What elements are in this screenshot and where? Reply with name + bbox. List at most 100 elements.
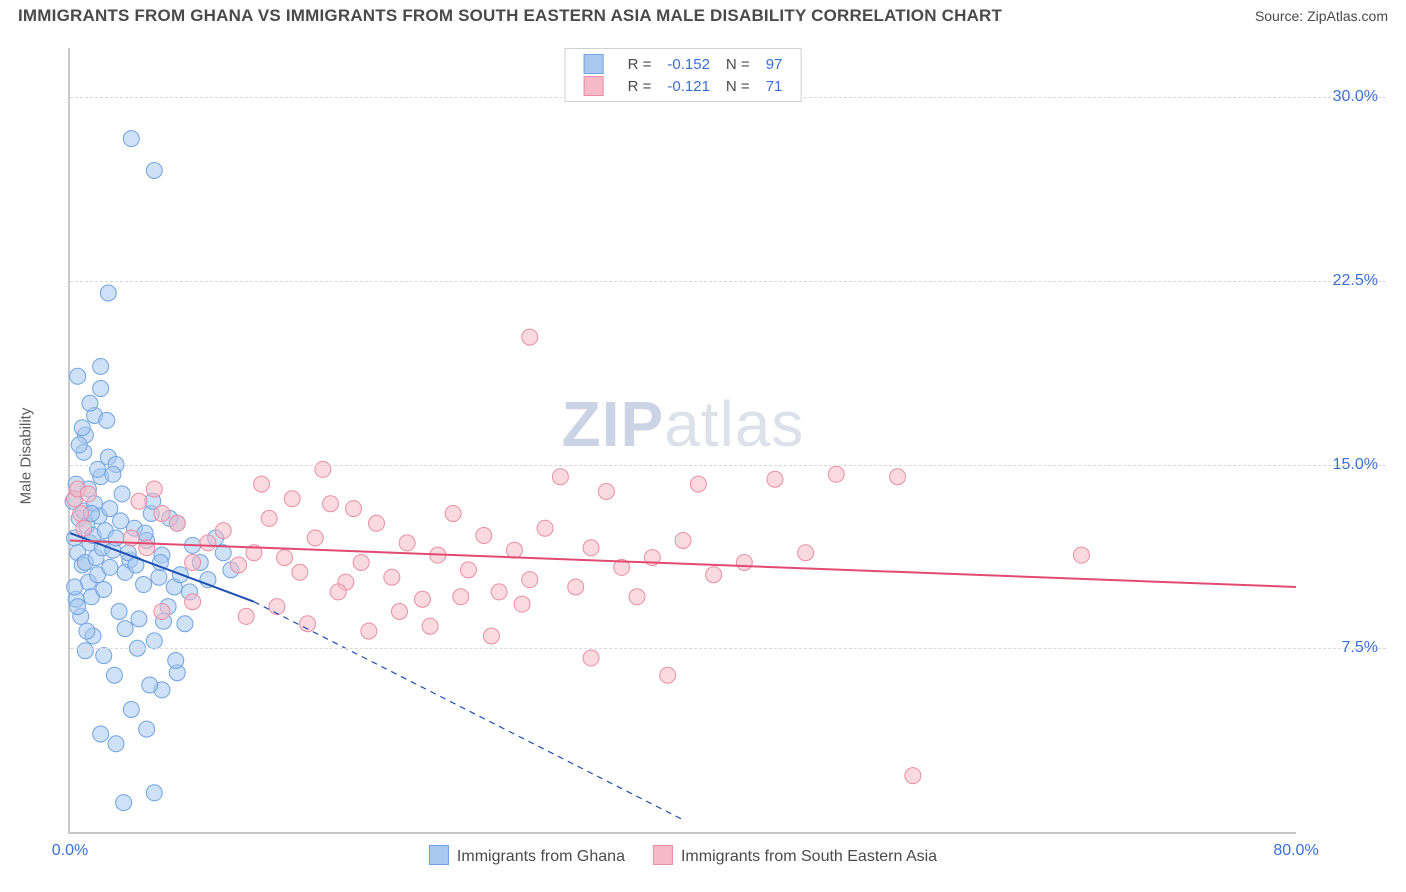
scatter-point-ghana[interactable]: [113, 513, 129, 529]
scatter-point-ghana[interactable]: [96, 648, 112, 664]
scatter-point-ghana[interactable]: [146, 785, 162, 801]
scatter-point-sea[interactable]: [522, 329, 538, 345]
scatter-point-sea[interactable]: [583, 540, 599, 556]
scatter-point-ghana[interactable]: [123, 702, 139, 718]
scatter-point-ghana[interactable]: [117, 621, 133, 637]
scatter-point-sea[interactable]: [1073, 547, 1089, 563]
scatter-point-sea[interactable]: [537, 520, 553, 536]
scatter-point-ghana[interactable]: [70, 368, 86, 384]
scatter-point-ghana[interactable]: [93, 381, 109, 397]
scatter-point-sea[interactable]: [238, 608, 254, 624]
scatter-point-sea[interactable]: [399, 535, 415, 551]
scatter-point-sea[interactable]: [598, 483, 614, 499]
scatter-point-sea[interactable]: [346, 501, 362, 517]
scatter-point-sea[interactable]: [261, 510, 277, 526]
scatter-point-sea[interactable]: [391, 604, 407, 620]
scatter-point-sea[interactable]: [200, 535, 216, 551]
legend-item-sea[interactable]: Immigrants from South Eastern Asia: [653, 845, 937, 866]
scatter-point-sea[interactable]: [453, 589, 469, 605]
scatter-point-sea[interactable]: [890, 469, 906, 485]
scatter-point-sea[interactable]: [460, 562, 476, 578]
scatter-point-sea[interactable]: [185, 594, 201, 610]
scatter-point-ghana[interactable]: [105, 466, 121, 482]
scatter-point-sea[interactable]: [307, 530, 323, 546]
scatter-point-ghana[interactable]: [71, 437, 87, 453]
scatter-point-sea[interactable]: [384, 569, 400, 585]
scatter-point-ghana[interactable]: [82, 395, 98, 411]
scatter-point-ghana[interactable]: [100, 285, 116, 301]
scatter-point-sea[interactable]: [736, 555, 752, 571]
scatter-point-sea[interactable]: [169, 515, 185, 531]
scatter-point-sea[interactable]: [552, 469, 568, 485]
scatter-point-ghana[interactable]: [177, 616, 193, 632]
scatter-point-sea[interactable]: [269, 599, 285, 615]
scatter-point-ghana[interactable]: [139, 721, 155, 737]
scatter-point-sea[interactable]: [323, 496, 339, 512]
scatter-point-ghana[interactable]: [116, 795, 132, 811]
scatter-point-sea[interactable]: [583, 650, 599, 666]
scatter-point-sea[interactable]: [422, 618, 438, 634]
scatter-point-sea[interactable]: [629, 589, 645, 605]
scatter-point-ghana[interactable]: [146, 633, 162, 649]
scatter-point-ghana[interactable]: [93, 359, 109, 375]
scatter-point-sea[interactable]: [231, 557, 247, 573]
scatter-point-ghana[interactable]: [106, 667, 122, 683]
scatter-point-ghana[interactable]: [93, 726, 109, 742]
scatter-point-ghana[interactable]: [108, 736, 124, 752]
scatter-point-sea[interactable]: [154, 506, 170, 522]
scatter-point-sea[interactable]: [277, 550, 293, 566]
scatter-point-sea[interactable]: [330, 584, 346, 600]
scatter-point-sea[interactable]: [146, 481, 162, 497]
scatter-point-sea[interactable]: [76, 520, 92, 536]
scatter-point-sea[interactable]: [506, 542, 522, 558]
scatter-point-ghana[interactable]: [136, 577, 152, 593]
scatter-point-sea[interactable]: [445, 506, 461, 522]
scatter-point-ghana[interactable]: [74, 420, 90, 436]
scatter-point-ghana[interactable]: [151, 569, 167, 585]
scatter-point-ghana[interactable]: [142, 677, 158, 693]
scatter-point-ghana[interactable]: [123, 131, 139, 147]
scatter-point-sea[interactable]: [660, 667, 676, 683]
scatter-point-sea[interactable]: [675, 532, 691, 548]
scatter-point-ghana[interactable]: [114, 486, 130, 502]
scatter-point-sea[interactable]: [483, 628, 499, 644]
scatter-point-ghana[interactable]: [111, 604, 127, 620]
scatter-point-sea[interactable]: [767, 471, 783, 487]
scatter-point-ghana[interactable]: [96, 581, 112, 597]
scatter-point-ghana[interactable]: [131, 611, 147, 627]
source-link[interactable]: ZipAtlas.com: [1307, 8, 1388, 24]
scatter-point-sea[interactable]: [476, 528, 492, 544]
scatter-point-sea[interactable]: [798, 545, 814, 561]
scatter-point-ghana[interactable]: [168, 653, 184, 669]
legend-item-ghana[interactable]: Immigrants from Ghana: [429, 845, 625, 866]
scatter-point-ghana[interactable]: [79, 623, 95, 639]
scatter-point-ghana[interactable]: [67, 579, 83, 595]
scatter-point-sea[interactable]: [491, 584, 507, 600]
scatter-point-sea[interactable]: [706, 567, 722, 583]
scatter-point-sea[interactable]: [154, 604, 170, 620]
scatter-point-sea[interactable]: [568, 579, 584, 595]
scatter-point-sea[interactable]: [514, 596, 530, 612]
scatter-point-sea[interactable]: [215, 523, 231, 539]
scatter-point-ghana[interactable]: [70, 599, 86, 615]
scatter-point-sea[interactable]: [905, 768, 921, 784]
scatter-point-ghana[interactable]: [102, 559, 118, 575]
scatter-point-sea[interactable]: [131, 493, 147, 509]
scatter-point-sea[interactable]: [80, 486, 96, 502]
scatter-point-ghana[interactable]: [108, 530, 124, 546]
scatter-point-sea[interactable]: [828, 466, 844, 482]
scatter-point-sea[interactable]: [690, 476, 706, 492]
scatter-point-sea[interactable]: [414, 591, 430, 607]
scatter-point-sea[interactable]: [185, 555, 201, 571]
scatter-point-sea[interactable]: [361, 623, 377, 639]
scatter-point-sea[interactable]: [73, 506, 89, 522]
scatter-point-sea[interactable]: [254, 476, 270, 492]
scatter-point-sea[interactable]: [292, 564, 308, 580]
scatter-point-sea[interactable]: [522, 572, 538, 588]
scatter-point-ghana[interactable]: [77, 643, 93, 659]
scatter-point-sea[interactable]: [353, 555, 369, 571]
scatter-point-sea[interactable]: [369, 515, 385, 531]
scatter-point-ghana[interactable]: [99, 412, 115, 428]
scatter-point-sea[interactable]: [284, 491, 300, 507]
scatter-point-ghana[interactable]: [146, 163, 162, 179]
